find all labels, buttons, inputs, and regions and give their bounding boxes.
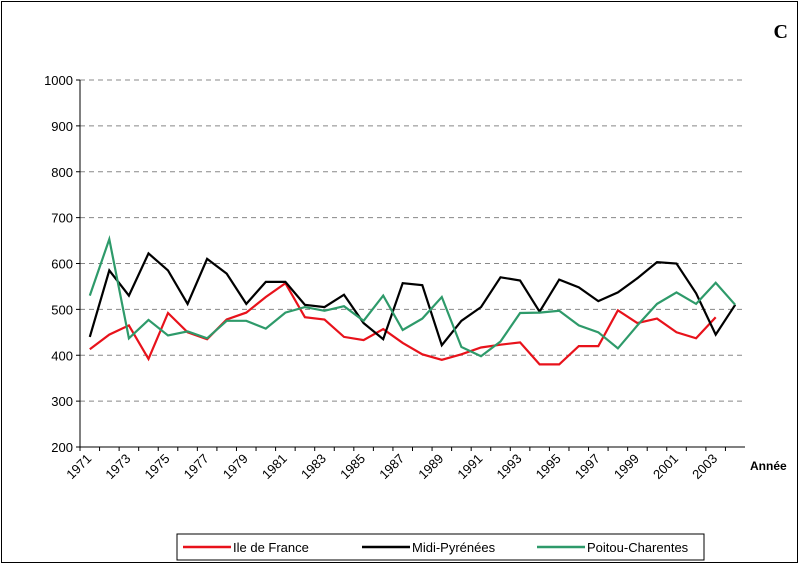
y-tick-label: 400 [51, 348, 73, 363]
series-line [88, 251, 737, 348]
series-line [88, 234, 737, 358]
y-tick-label: 600 [51, 257, 73, 272]
y-tick-label: 500 [51, 302, 73, 317]
y-tick-label: 800 [51, 165, 73, 180]
legend-label: Poitou-Charentes [587, 540, 689, 555]
y-tick-label: 1000 [44, 73, 73, 88]
legend-box [176, 533, 705, 561]
x-axis-label: Année [750, 459, 787, 473]
legend-label: Ile de France [233, 540, 309, 555]
y-tick-label: 900 [51, 119, 73, 134]
y-tick-label: 700 [51, 211, 73, 226]
y-tick-label: 300 [51, 394, 73, 409]
corner-label: C [774, 21, 788, 43]
legend-label: Midi-Pyrénées [412, 540, 496, 555]
y-tick-label: 200 [51, 440, 73, 455]
